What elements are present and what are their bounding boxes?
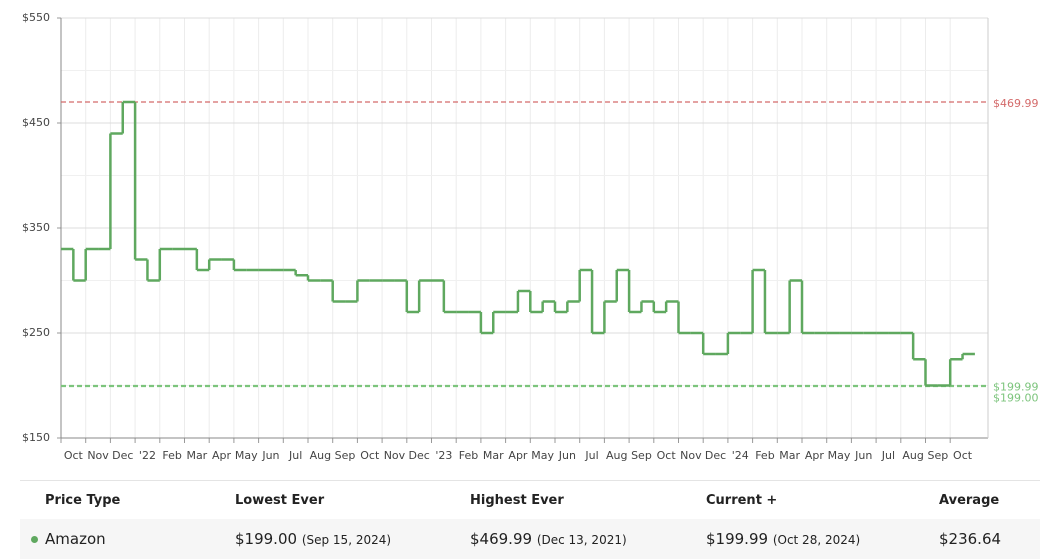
x-tick-label: Feb xyxy=(162,449,181,462)
legend-dot xyxy=(31,535,38,543)
y-tick-label: $350 xyxy=(22,221,50,234)
y-tick-label: $450 xyxy=(22,116,50,129)
column-header: Highest Ever xyxy=(470,492,564,508)
x-tick-label: Jul xyxy=(881,449,895,462)
x-tick-label: Aug xyxy=(606,449,627,462)
cell-value: $236.64 xyxy=(939,530,1002,548)
column-header: Price Type xyxy=(45,492,121,508)
x-tick-label: Mar xyxy=(779,449,800,462)
x-tick-label: '23 xyxy=(435,449,452,462)
table-cell: $469.99 (Dec 13, 2021) xyxy=(470,530,627,548)
x-tick-label: Nov xyxy=(680,449,702,462)
x-tick-label: Jun xyxy=(261,449,279,462)
x-tick-label: '24 xyxy=(732,449,749,462)
x-tick-label: May xyxy=(235,449,258,462)
x-tick-label: Jun xyxy=(854,449,872,462)
x-tick-label: Oct xyxy=(64,449,84,462)
cell-value: $199.00 xyxy=(235,530,298,548)
x-tick-label: May xyxy=(828,449,851,462)
cell-date: (Oct 28, 2024) xyxy=(772,533,861,547)
cell-date: (Sep 15, 2024) xyxy=(301,533,392,547)
x-tick-label: Nov xyxy=(384,449,406,462)
x-tick-label: '22 xyxy=(139,449,156,462)
table-header: Price Type Lowest Ever Highest Ever Current… xyxy=(20,481,1040,519)
x-tick-label: Aug xyxy=(310,449,331,462)
x-tick-label: Oct xyxy=(360,449,380,462)
column-header: Average xyxy=(939,492,1000,508)
x-tick-label: Apr xyxy=(805,449,825,462)
x-tick-label: May xyxy=(531,449,554,462)
x-tick-label: Sep xyxy=(927,449,948,462)
table-cell: $236.64 xyxy=(939,530,1001,548)
chart: Oct Nov Dec '22 Feb Mar Apr May Jun Jul Aug Sep Oct N… xyxy=(22,11,1039,462)
cell-value: $199.99 xyxy=(706,530,769,548)
x-tick-label: Dec xyxy=(409,449,430,462)
table-row: Amazon $199.00 (Sep 15, 2024) $469.99 (Dec… xyxy=(20,519,1040,559)
cell-value: $469.99 xyxy=(470,530,533,548)
x-tick-label: Dec xyxy=(705,449,726,462)
y-tick-label: $550 xyxy=(22,11,50,24)
table-cell: $199.00 (Sep 15, 2024) xyxy=(235,530,391,548)
reference-label: $199.00 xyxy=(993,392,1039,405)
x-tick-label: Oct xyxy=(657,449,677,462)
x-tick-label: Mar xyxy=(483,449,504,462)
cell-date: (Dec 13, 2021) xyxy=(536,533,627,547)
price-table: Price Type Lowest Ever Highest Ever Current… xyxy=(20,480,1040,559)
x-tick-label: Sep xyxy=(335,449,356,462)
table-cell: $199.99 (Oct 28, 2024) xyxy=(706,530,860,548)
x-tick-label: Mar xyxy=(186,449,207,462)
column-header: Lowest Ever xyxy=(235,492,325,508)
reference-label: $199.99 xyxy=(993,381,1039,394)
column-header: Current + xyxy=(706,492,778,508)
cell-value: Amazon xyxy=(45,530,106,548)
table-cell: Amazon xyxy=(45,530,106,548)
x-tick-label: Oct xyxy=(953,449,973,462)
x-tick-label: Feb xyxy=(459,449,478,462)
x-tick-label: Apr xyxy=(508,449,528,462)
x-tick-label: Jul xyxy=(584,449,598,462)
y-tick-label: $150 xyxy=(22,431,50,444)
x-tick-label: Apr xyxy=(212,449,232,462)
x-tick-label: Feb xyxy=(755,449,774,462)
x-tick-label: Jul xyxy=(288,449,302,462)
x-tick-label: Sep xyxy=(631,449,652,462)
reference-label: $469.99 xyxy=(993,97,1039,110)
y-tick-label: $250 xyxy=(22,326,50,339)
x-tick-label: Aug xyxy=(902,449,923,462)
x-tick-label: Jun xyxy=(558,449,576,462)
x-tick-label: Dec xyxy=(112,449,133,462)
x-tick-label: Nov xyxy=(87,449,109,462)
